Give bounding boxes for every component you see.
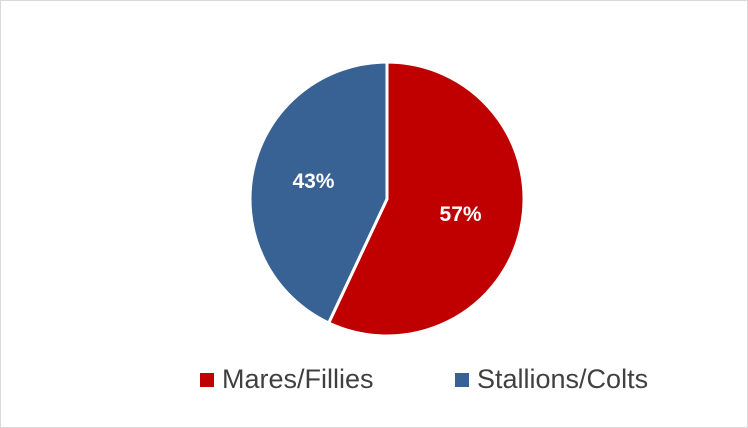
legend-label: Stallions/Colts (477, 364, 648, 394)
legend-label: Mares/Fillies (222, 364, 374, 394)
pie-slice (248, 60, 389, 325)
value-label: 43% (292, 170, 334, 193)
legend-swatch (200, 373, 214, 387)
pie-slice (327, 60, 526, 338)
legend-swatch (455, 373, 469, 387)
value-label: 57% (440, 203, 482, 226)
